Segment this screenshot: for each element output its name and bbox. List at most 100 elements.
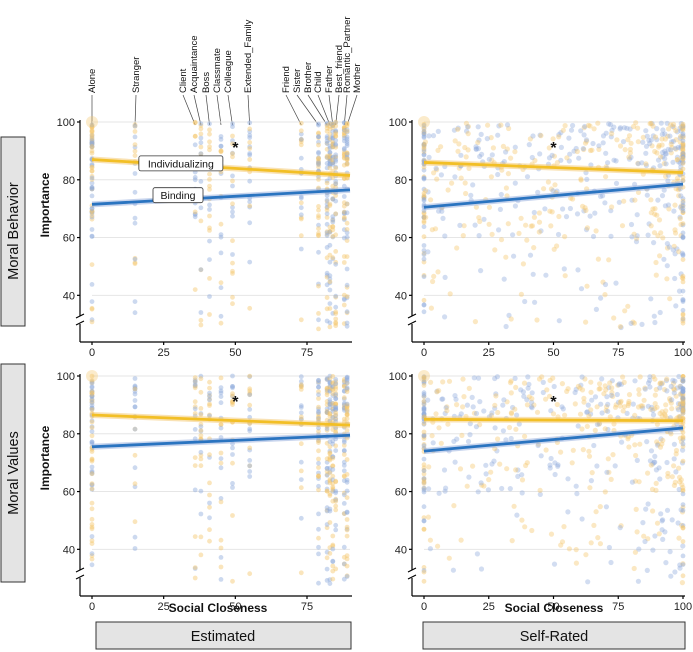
data-point [344, 155, 350, 161]
data-point [316, 222, 321, 228]
data-point [584, 409, 590, 415]
data-point [680, 311, 686, 317]
data-point [344, 152, 350, 158]
data-point [567, 151, 573, 157]
data-point [537, 487, 543, 493]
data-point [680, 525, 686, 531]
data-point [680, 160, 686, 166]
data-point [680, 389, 686, 394]
data-point [452, 138, 458, 144]
data-point [333, 133, 339, 139]
data-point [192, 383, 198, 389]
row-strip-box [0, 136, 26, 327]
data-point [680, 407, 686, 413]
data-point [674, 154, 681, 160]
data-point [207, 144, 212, 150]
data-point [671, 463, 677, 469]
data-point [573, 483, 579, 489]
data-point [316, 177, 321, 182]
data-point [327, 388, 333, 393]
data-point [680, 435, 686, 441]
data-point [492, 425, 498, 431]
data-point [652, 211, 658, 217]
data-point [344, 310, 350, 316]
data-point [595, 256, 602, 262]
data-point [89, 186, 95, 192]
data-point [657, 476, 663, 482]
data-point [298, 136, 304, 142]
data-point [298, 374, 304, 380]
data-point [198, 406, 204, 411]
data-point [669, 474, 675, 480]
data-point [668, 431, 674, 437]
data-point [192, 287, 198, 292]
data-point [421, 273, 427, 278]
role-leader-line [216, 94, 222, 126]
data-point [425, 514, 431, 520]
data-point [652, 533, 658, 539]
data-point [324, 377, 330, 382]
x-tick-label: 100 [674, 601, 692, 613]
data-point [421, 121, 427, 127]
y-tick-label: 60 [63, 233, 75, 245]
data-point [327, 450, 333, 456]
data-point [421, 248, 427, 253]
data-point [615, 399, 622, 405]
data-point [588, 389, 594, 395]
data-point [207, 403, 212, 408]
data-point [247, 458, 253, 463]
data-point [330, 402, 336, 408]
data-point [344, 509, 350, 515]
data-point [230, 384, 235, 389]
y-tick-label: 40 [395, 544, 407, 556]
data-point [626, 444, 632, 450]
col-strip-self-rated: Self-Rated [422, 621, 686, 650]
data-point [665, 474, 671, 480]
data-point [333, 478, 339, 484]
data-point [680, 389, 686, 395]
data-point [626, 133, 633, 139]
data-point [89, 380, 95, 386]
data-point [662, 150, 669, 157]
data-point [654, 404, 660, 410]
data-point [678, 439, 685, 445]
data-point [442, 488, 448, 494]
data-point [341, 448, 347, 454]
data-point [192, 212, 198, 217]
data-point [316, 380, 321, 386]
data-point [207, 527, 212, 533]
role-label-child: Child [313, 71, 324, 93]
data-point [298, 215, 304, 221]
data-point [485, 487, 491, 493]
data-point [324, 549, 330, 555]
data-point [543, 396, 549, 402]
data-point [434, 167, 440, 173]
data-point [341, 152, 347, 157]
data-point [218, 388, 224, 394]
data-point [316, 215, 321, 221]
data-point [333, 138, 339, 143]
data-point [132, 386, 138, 392]
data-point [421, 174, 427, 180]
data-point [559, 381, 566, 387]
data-point [646, 221, 652, 227]
data-point [659, 518, 665, 524]
data-point [324, 140, 330, 146]
data-point [89, 439, 95, 445]
data-point [425, 249, 431, 255]
data-point [330, 576, 336, 582]
data-point [613, 280, 619, 286]
row-strip-label: Moral Values [6, 431, 22, 515]
data-point [584, 423, 590, 429]
data-point [618, 324, 624, 331]
data-point [512, 406, 518, 412]
data-point [324, 207, 330, 213]
data-point [324, 427, 330, 433]
data-point [508, 378, 514, 384]
data-point [643, 162, 650, 169]
data-point [421, 243, 427, 248]
data-point [330, 386, 336, 392]
data-point [660, 517, 666, 523]
data-point [580, 146, 586, 152]
data-point [327, 152, 333, 158]
